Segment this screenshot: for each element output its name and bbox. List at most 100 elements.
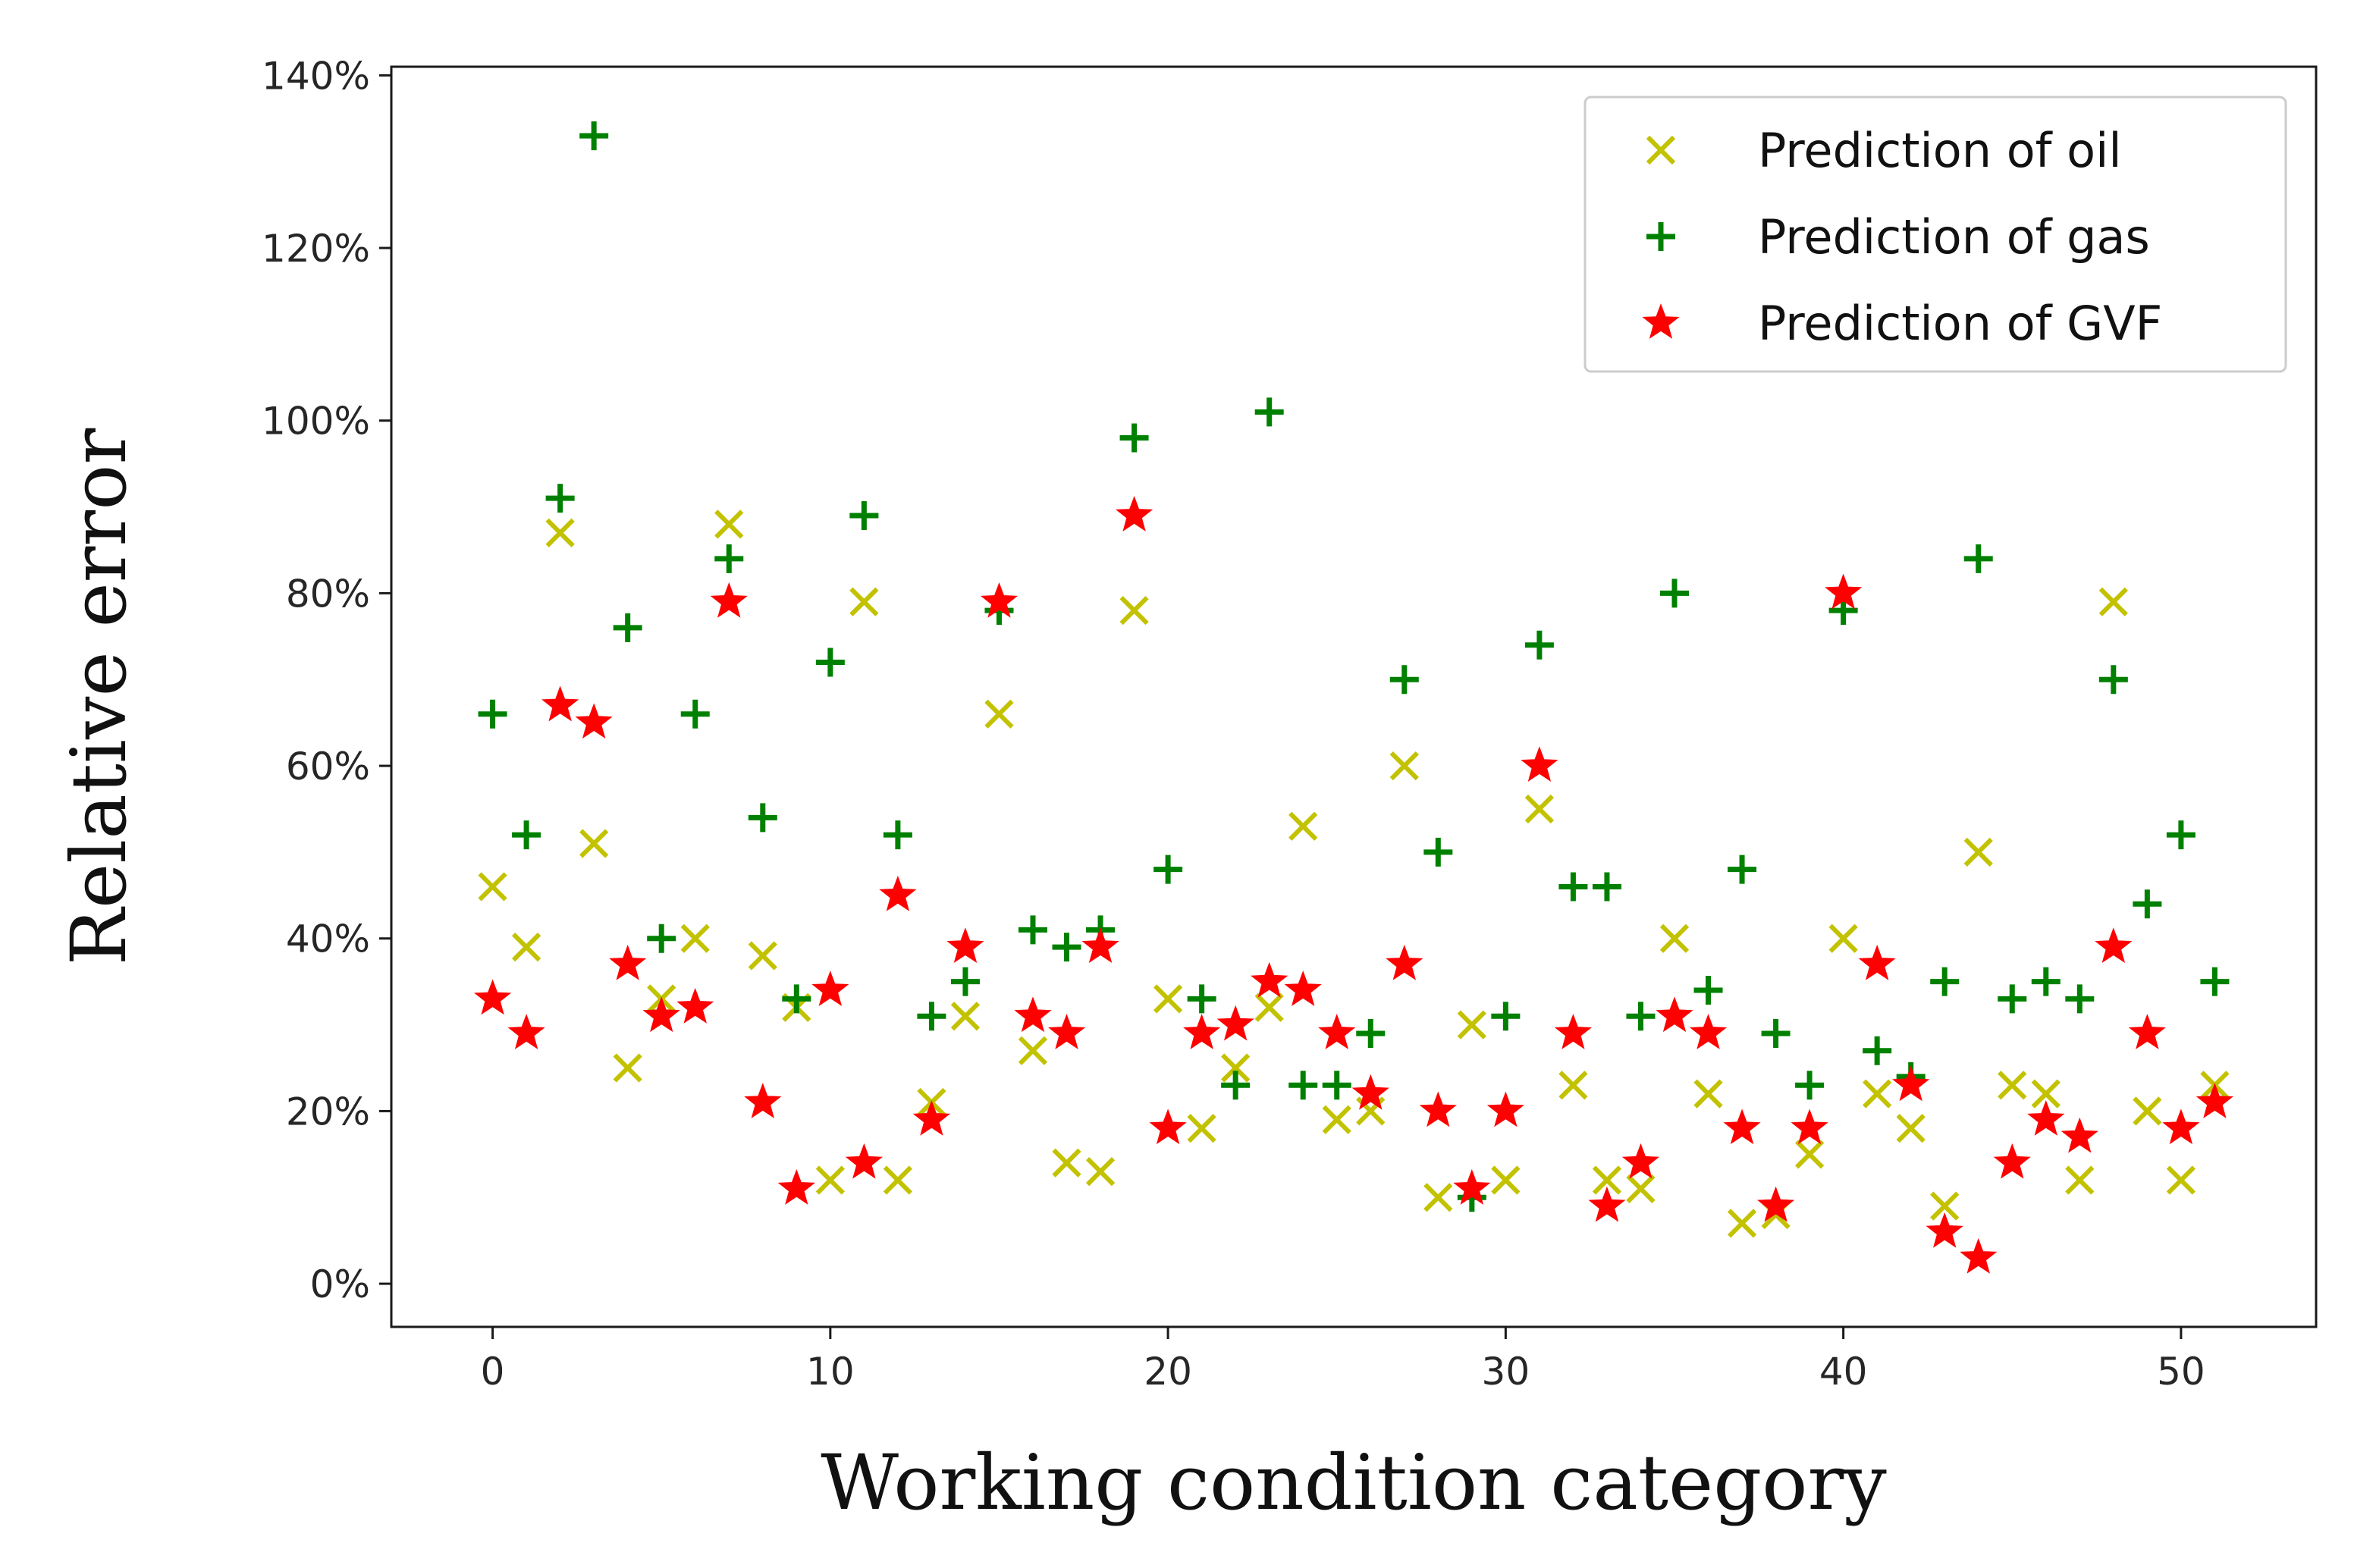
oil-point [579,829,609,858]
gas-point [1592,872,1621,902]
oil-point [748,941,777,971]
oil-point [1626,1174,1656,1203]
gvf-point [1284,971,1322,1006]
y-tick-label: 100% [262,400,370,444]
gvf-point [946,927,984,964]
gvf-point [1521,746,1558,782]
y-tick-label: 80% [286,572,370,616]
gvf-point [1858,945,1896,980]
gas-point [478,699,507,729]
gvf-point [777,1169,815,1205]
gas-point [1963,544,1993,573]
gvf-point [2162,1109,2200,1145]
gas-point [950,967,980,996]
oil-point [1592,1165,1622,1195]
oil-point [1659,924,1690,953]
gas-point [1389,665,1419,695]
oil-point [1187,1114,1216,1143]
gas-point [2098,665,2128,695]
gvf-point [2128,1014,2166,1049]
gvf-point [1791,1109,1828,1145]
oil-point [815,1165,845,1195]
oil-point [1896,1114,1926,1143]
gvf-point [1926,1212,1963,1248]
x-tick-label: 0 [481,1350,505,1394]
gvf-point [1892,1065,1930,1102]
oil-point [1322,1105,1351,1134]
gvf-point [710,582,748,618]
gas-point [1693,976,1723,1005]
gas-point [1660,579,1689,608]
gvf-point [1047,1014,1086,1049]
gas-point [1119,423,1149,453]
y-axis-ticks: 0% 20% 40% 60% 80% 100% 120% 140% [262,54,391,1306]
y-tick-label: 40% [286,917,370,961]
gas-point [849,500,879,530]
gvf-point [1081,927,1119,964]
oil-point [1930,1191,1960,1221]
gas-point [714,544,744,573]
gvf-point [1960,1238,1998,1274]
gas-point [1491,1002,1521,1031]
oil-point [1288,811,1318,841]
oil-point [1423,1183,1453,1212]
gvf-point [1183,1014,1221,1049]
gas-point [1052,933,1081,962]
legend-marker [1642,303,1680,339]
gas-point [613,613,642,642]
gas-point [579,121,609,151]
oil-point [1119,596,1149,626]
gvf-point [609,945,647,980]
oil-point [1963,837,1993,867]
gvf-point [1621,1143,1660,1179]
oil-point [1221,1053,1251,1083]
gas-point [1728,855,1757,884]
x-tick-label: 10 [806,1350,855,1394]
data-points [473,121,2234,1274]
series-1 [478,121,2230,1212]
gas-point [1930,967,1960,996]
oil-point [680,924,710,953]
gvf-point [811,971,849,1006]
gas-point [1187,984,1216,1014]
gas-point [1221,1071,1251,1100]
gvf-point [1386,945,1423,980]
oil-point [984,699,1014,729]
gvf-point [1554,1014,1593,1049]
legend-label: Prediction of GVF [1758,296,2162,351]
gvf-point [642,996,680,1033]
gvf-point [879,875,917,911]
oil-point [1998,1071,2027,1100]
y-tick-label: 120% [262,227,370,271]
oil-point [545,518,575,547]
oil-point [1693,1079,1723,1109]
oil-point [1018,1036,1048,1065]
gas-point [748,803,777,833]
gas-point [1322,1071,1351,1100]
oil-point [1153,984,1183,1014]
gas-point [917,1002,946,1031]
gas-point [1524,630,1554,660]
x-tick-label: 40 [1819,1350,1868,1394]
oil-point [2133,1096,2162,1126]
oil-point [1863,1079,1892,1109]
gvf-point [912,1099,951,1136]
gas-point [2166,820,2195,850]
gas-point [2065,984,2095,1014]
gvf-point [1825,573,1863,610]
gvf-point [744,1083,782,1118]
gvf-point [575,703,613,739]
y-tick-label: 0% [310,1262,370,1306]
gas-point [2200,967,2230,996]
legend-label: Prediction of gas [1758,209,2150,265]
x-axis-label: Working condition category [821,1438,1887,1527]
gvf-point [980,582,1018,618]
oil-point [1457,1010,1486,1040]
gas-point [1153,855,1183,884]
oil-point [1727,1209,1757,1238]
oil-point [1828,924,1858,953]
x-tick-label: 50 [2157,1350,2205,1394]
gas-point [1761,1018,1791,1048]
gvf-point [2061,1117,2098,1153]
